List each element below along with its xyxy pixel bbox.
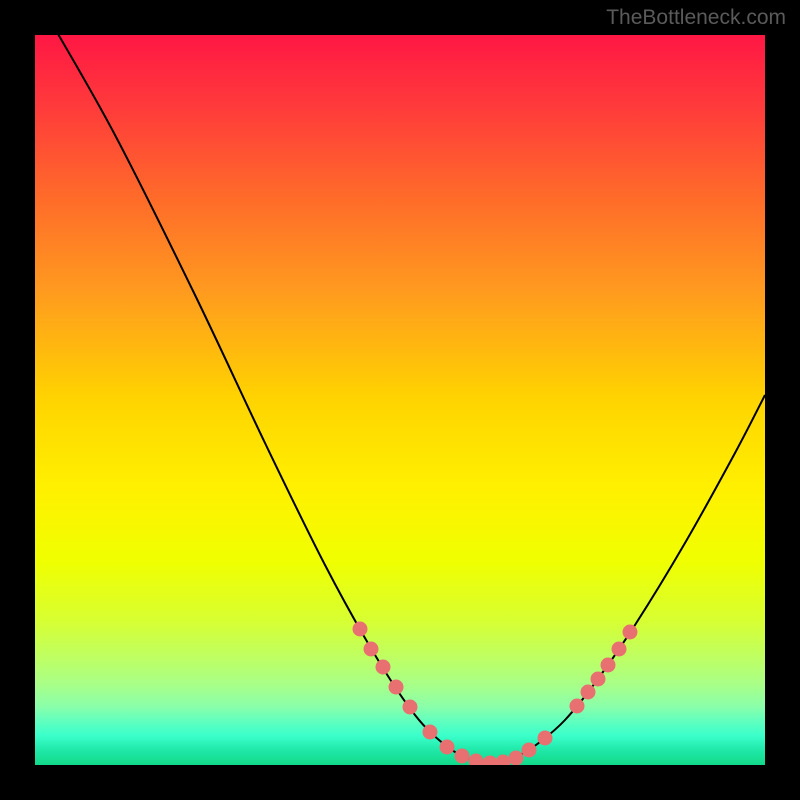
curve-layer [35,35,765,765]
bottleneck-curve [47,35,765,763]
marker-point [423,725,437,739]
marker-point [389,680,403,694]
marker-point [522,743,536,757]
marker-point [403,700,417,714]
marker-point [570,699,584,713]
marker-point [538,731,552,745]
marker-point [376,660,390,674]
marker-point [455,749,469,763]
marker-point [353,622,367,636]
marker-point [581,685,595,699]
marker-points [353,622,637,765]
marker-point [509,751,523,765]
marker-point [591,672,605,686]
marker-point [364,642,378,656]
marker-point [483,756,497,765]
chart-area [35,35,765,765]
marker-point [440,740,454,754]
marker-point [623,625,637,639]
watermark-text: TheBottleneck.com [606,6,786,30]
marker-point [612,642,626,656]
marker-point [601,658,615,672]
marker-point [469,754,483,765]
marker-point [496,755,510,765]
